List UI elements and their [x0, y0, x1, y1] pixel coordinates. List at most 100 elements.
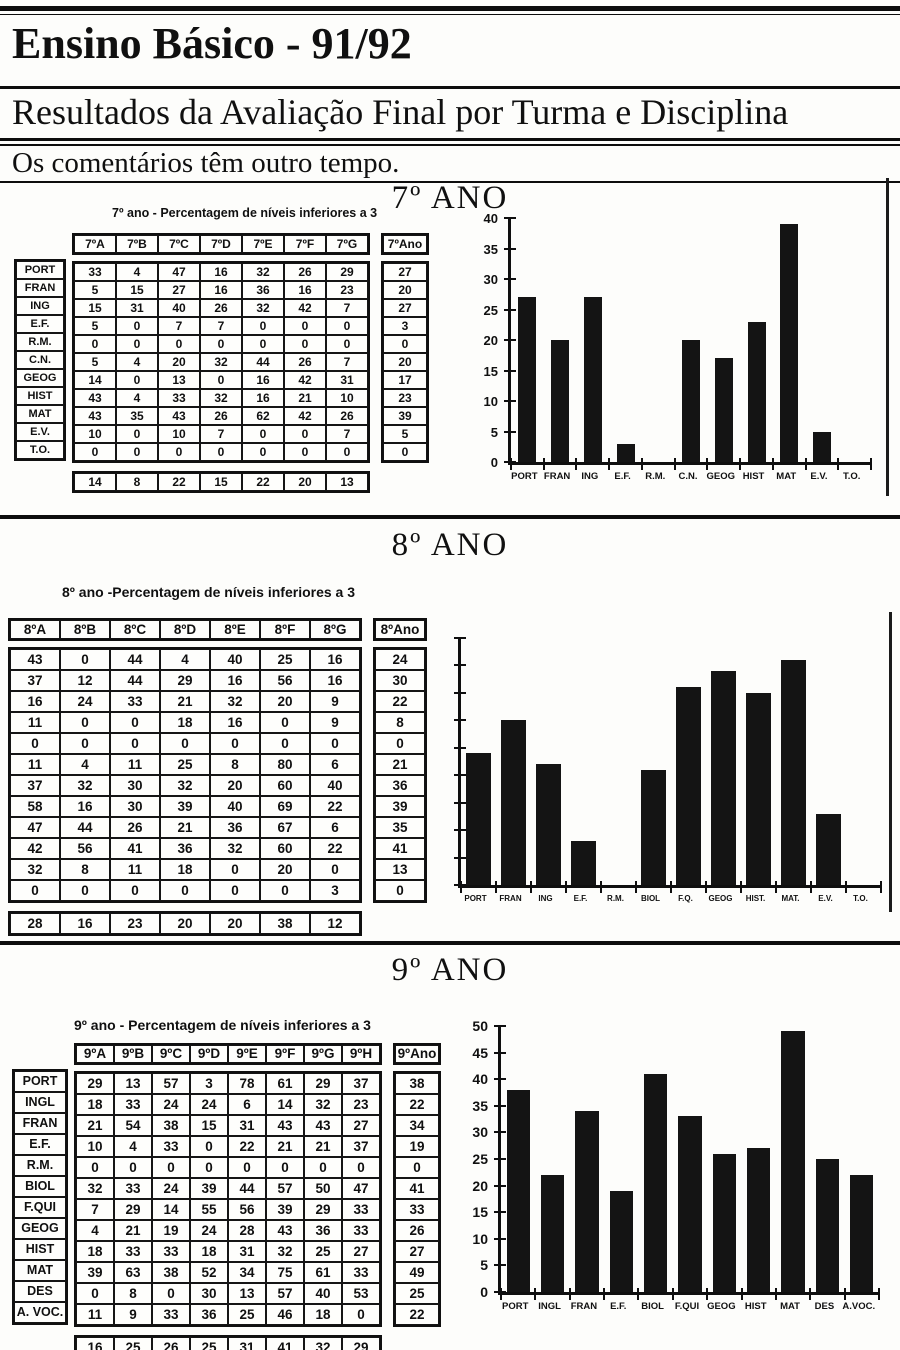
x-tick	[640, 458, 643, 470]
table-cell: 0	[10, 733, 60, 754]
x-tick	[774, 1288, 777, 1300]
table-cell: 33	[152, 1136, 190, 1157]
section-heading-8ano: 8º ANO	[391, 527, 509, 563]
y-tick	[494, 1025, 506, 1027]
section-divider	[0, 941, 900, 945]
table-cell: 40	[210, 796, 260, 817]
table-cell: 32	[210, 691, 260, 712]
table-cell: 61	[266, 1073, 304, 1094]
table-cell: 25	[160, 754, 210, 775]
table-cell: 4	[116, 263, 158, 281]
table-cell: 16	[10, 691, 60, 712]
column-header: 8ºG	[310, 620, 360, 639]
table-cell: 0	[190, 1136, 228, 1157]
table-cell: 7	[200, 425, 242, 443]
x-tick-label: MAT	[780, 1301, 800, 1312]
table-cell: 21	[76, 1115, 114, 1136]
table-cell: 20	[158, 353, 200, 371]
table-cell: 0	[242, 335, 284, 353]
table-cell: 43	[266, 1115, 304, 1136]
table-cell: 33	[114, 1094, 152, 1115]
table-cell: 22	[310, 838, 360, 859]
table-cell: 16	[200, 263, 242, 281]
table-cell: 47	[10, 817, 60, 838]
x-tick-label: T.O.	[853, 894, 868, 903]
column-header: 9ºC	[152, 1045, 190, 1063]
table-cell: 3	[190, 1073, 228, 1094]
table-cell: 0	[152, 1157, 190, 1178]
table-cell: 37	[342, 1136, 380, 1157]
table-cell: 20	[260, 691, 310, 712]
y-tick-label: 15	[483, 363, 498, 379]
table-cell: 16	[242, 371, 284, 389]
table-cell: 0	[60, 733, 110, 754]
class-average-cell: 31	[228, 1337, 266, 1350]
table-cell: 24	[190, 1220, 228, 1241]
table-cell: 0	[60, 712, 110, 733]
x-tick	[810, 881, 812, 893]
table-cell: 0	[116, 317, 158, 335]
y-tick	[494, 1078, 506, 1081]
table-cell: 43	[158, 407, 200, 425]
table-title-8ano: 8º ano -Percentagem de níveis inferiores…	[62, 584, 356, 600]
table-cell: 43	[304, 1115, 342, 1136]
table-cell: 32	[200, 389, 242, 407]
table-cell: 42	[284, 371, 326, 389]
section-heading-7ano: 7º ANO	[391, 180, 509, 216]
table-cell: 34	[228, 1262, 266, 1283]
x-tick-label: PORT	[501, 1301, 529, 1312]
bar-chart-7ano: 0 5 10 15 20 25 30 35 40 PORT FRAN ING E.F. R.M. C.N. G…	[478, 210, 874, 490]
table-cell: 5	[74, 353, 116, 371]
x-tick-label: GEOG	[707, 1301, 736, 1312]
x-tick	[568, 1288, 571, 1300]
y-tick-label: 5	[480, 1257, 488, 1274]
x-tick-label: E.F.	[610, 1301, 627, 1312]
year-average-cell: 27	[395, 1241, 439, 1262]
bar-GEOG	[714, 358, 733, 462]
table-cell: 13	[228, 1283, 266, 1304]
y-tick	[504, 247, 516, 250]
table-cell: 8	[114, 1283, 152, 1304]
x-tick	[599, 881, 602, 893]
table-cell: 12	[60, 670, 110, 691]
year-average-cell: 33	[395, 1199, 439, 1220]
table-cell: 0	[260, 712, 310, 733]
table-cell: 24	[190, 1094, 228, 1115]
x-tick-label: PORT	[464, 894, 487, 903]
bar-GEOG	[710, 670, 737, 885]
table-cell: 6	[310, 817, 360, 838]
table-cell: 29	[76, 1073, 114, 1094]
table-cell: 0	[200, 443, 242, 461]
table-cell: 35	[116, 407, 158, 425]
row-label: GEOG	[14, 1218, 66, 1239]
table-cell: 18	[304, 1304, 342, 1325]
column-header: 9ºG	[304, 1045, 342, 1063]
y-tick	[454, 637, 466, 639]
column-header: 8ºE	[210, 620, 260, 639]
x-tick	[739, 458, 742, 470]
horizontal-rule	[0, 138, 900, 141]
table-cell: 0	[116, 335, 158, 353]
y-tick	[504, 369, 516, 372]
table-cell: 7	[200, 317, 242, 335]
table-cell: 50	[304, 1178, 342, 1199]
table-cell: 29	[304, 1073, 342, 1094]
x-tick-label: ING	[538, 894, 553, 903]
table-cell: 30	[190, 1283, 228, 1304]
y-tick	[494, 1051, 506, 1054]
table-cell: 33	[152, 1304, 190, 1325]
y-tick-label: 40	[472, 1071, 488, 1088]
table-cell: 53	[342, 1283, 380, 1304]
table-cell: 44	[242, 353, 284, 371]
table-cell: 11	[10, 754, 60, 775]
table-cell: 10	[74, 425, 116, 443]
table-cell: 0	[260, 880, 310, 901]
row-label: E.F.	[16, 315, 64, 333]
table-cell: 0	[242, 317, 284, 335]
x-tick	[529, 881, 532, 893]
table-cell: 41	[110, 838, 160, 859]
table-cell: 56	[60, 838, 110, 859]
table-cell: 7	[326, 299, 368, 317]
table-cell: 32	[200, 353, 242, 371]
x-tick-label: MAT.	[781, 894, 800, 903]
